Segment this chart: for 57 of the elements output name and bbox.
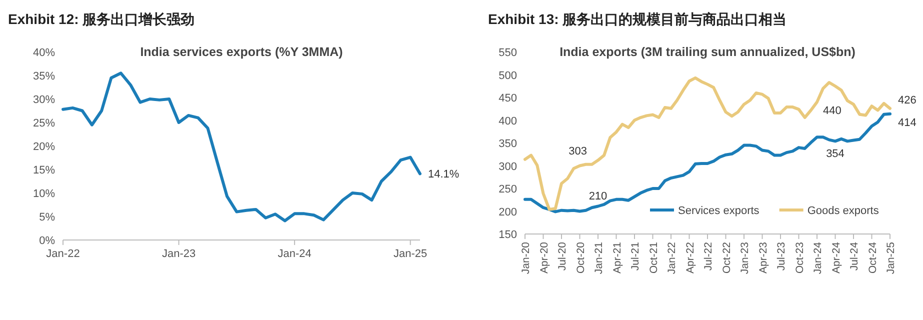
y-tick-label: 550 [498, 47, 517, 59]
x-tick-label: Oct-23 [794, 242, 806, 274]
y-tick-label: 150 [498, 229, 517, 241]
annotation: 14.1% [428, 168, 460, 181]
x-tick-label: Jul-22 [702, 242, 714, 271]
y-tick-label: 40% [32, 47, 56, 59]
y-tick-label: 500 [498, 70, 517, 82]
x-tick-label: Oct-24 [866, 242, 879, 274]
annotation: 440 [823, 105, 842, 118]
x-tick-label: Jan-22 [46, 248, 80, 260]
chart-title: Exhibit 13: 服务出口的规模目前与商品出口相当 [488, 11, 787, 27]
annotation: 354 [826, 148, 844, 160]
chart-subtitle: India services exports (%Y 3MMA) [140, 45, 343, 59]
y-tick-label: 400 [498, 115, 517, 128]
x-tick-label: Apr-23 [757, 242, 770, 274]
chart-subtitle: India exports (3M trailing sum annualized, US$bn) [560, 45, 856, 59]
y-tick-label: 5% [39, 212, 56, 224]
x-tick-label: Jan-21 [593, 242, 605, 274]
y-tick-label: 200 [498, 206, 517, 218]
y-tick-label: 10% [32, 188, 56, 200]
x-tick-label: Jan-25 [394, 248, 428, 260]
x-tick-label: Jan-24 [812, 242, 824, 274]
legend-label: Goods exports [807, 205, 880, 217]
x-tick-label: Jul-21 [630, 242, 642, 271]
x-tick-label: Jul-23 [776, 242, 788, 271]
y-tick-label: 35% [32, 70, 56, 82]
x-tick-label: Jul-20 [556, 242, 568, 271]
y-tick-label: 0% [39, 235, 56, 247]
annotation: 303 [568, 145, 588, 158]
annotation: 414 [898, 116, 916, 129]
x-tick-label: Jan-23 [739, 242, 751, 274]
y-tick-label: 350 [498, 138, 517, 150]
x-tick-label: Jan-22 [666, 242, 678, 274]
y-tick-label: 300 [498, 160, 517, 173]
chart-title: Exhibit 12: 服务出口增长强劲 [8, 11, 195, 27]
y-tick-label: 15% [32, 164, 56, 176]
x-tick-label: Oct-22 [720, 242, 733, 274]
x-tick-label: Jan-25 [885, 242, 897, 274]
annotation: 426 [898, 94, 916, 106]
y-tick-label: 25% [32, 118, 56, 130]
x-tick-label: Jul-24 [848, 242, 860, 271]
x-tick-label: Apr-21 [611, 242, 624, 274]
x-tick-label: Oct-21 [648, 242, 660, 274]
y-tick-label: 20% [32, 141, 56, 153]
legend-label: Services exports [678, 205, 760, 217]
y-tick-label: 250 [498, 184, 517, 196]
x-tick-label: Jan-20 [520, 242, 532, 274]
x-tick-label: Jan-24 [278, 248, 312, 260]
x-tick-label: Oct-20 [574, 242, 587, 274]
annotation: 210 [588, 190, 608, 203]
x-tick-label: Apr-20 [538, 242, 550, 274]
y-tick-label: 30% [32, 94, 56, 106]
line-series [62, 72, 422, 222]
x-tick-label: Apr-22 [684, 242, 696, 274]
x-tick-label: Jan-23 [162, 248, 196, 260]
x-tick-label: Apr-24 [830, 242, 842, 274]
y-tick-label: 450 [498, 92, 517, 104]
